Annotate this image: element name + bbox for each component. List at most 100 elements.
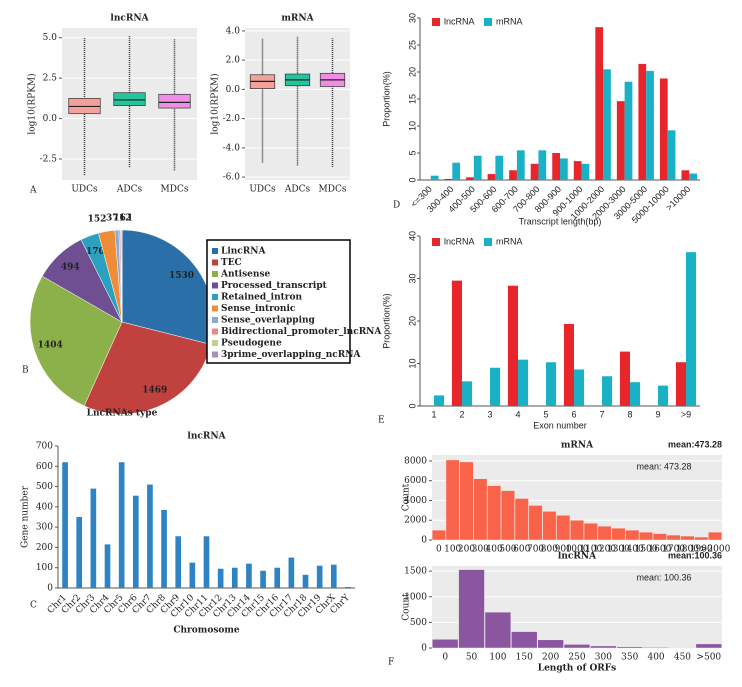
y-tick-label: 20 [407,316,417,326]
bar [686,252,697,406]
pie-slice [29,275,123,407]
bar [431,529,446,541]
bar [260,570,266,588]
y-tick-label: 15 [407,94,417,104]
bar [316,565,323,588]
y-tick-label: 100 [36,563,53,573]
x-tick-label: UDCs [249,185,276,195]
bar [487,174,496,180]
legend-label: Sense_intronic [221,304,296,314]
legend-swatch [212,328,218,335]
legend-label: 3prime_overlapping_ncRNA [221,350,361,360]
bar [511,631,538,649]
y-axis-label: Gene number [21,485,31,548]
bar [667,130,676,180]
x-tick-label: UDCs [71,185,98,195]
bar [646,70,654,180]
y-tick-label: 500 [36,482,53,492]
bar [459,461,474,541]
y-tick-label: 0 [407,403,417,408]
x-tick-label: 7 [599,409,604,419]
x-tick-label: 800 [541,545,558,555]
chart-title: lncRNA [187,432,226,442]
y-tick-label: 30 [407,13,417,23]
bar [695,643,722,649]
bar [462,381,473,406]
legend-swatch [484,18,492,26]
x-tick-label: 100 [444,545,461,555]
bar [581,163,590,180]
bar [473,155,482,180]
x-tick-label: 1600 [648,545,671,555]
x-tick-label: >2000 [700,545,731,555]
y-tick-label: 5 [407,150,417,155]
bar [563,644,591,649]
x-tick-label: 3 [487,409,492,419]
x-tick-label: 350 [621,653,638,663]
x-tick-label: 200 [542,653,559,663]
bar [466,177,474,180]
bar [616,101,625,180]
legend-label: lncRNA [444,16,475,26]
x-tick-label: 250 [568,653,585,663]
y-tick-label: 300 [36,523,53,533]
x-tick-label: 1400 [621,545,644,555]
bar [542,511,557,541]
bar [611,527,626,541]
x-tick-label: >500 [696,653,721,663]
bar [658,385,669,406]
bar [452,162,461,180]
legend-label: Antisense [220,270,271,280]
panel-letter: B [22,366,29,376]
legend-swatch [212,271,218,277]
y-tick-label: 30 [407,273,417,283]
bar [569,519,585,541]
bar [652,533,667,541]
bar [147,484,153,588]
legend-label: Processed_transcript [221,281,328,291]
box [113,92,146,106]
y-tick-label: 2.5 [43,74,58,84]
legend-label: TEC [221,258,242,268]
bar [708,531,723,541]
bar [625,529,640,541]
bar [189,562,196,588]
x-tick-label: 2 [459,409,464,419]
x-tick-label: 5 [543,409,548,419]
x-tick-label: ADCs [116,185,143,195]
bar [546,362,557,406]
data-label: 1404 [38,341,63,351]
x-tick-label: 450 [674,653,691,663]
x-tick-label: 0 [436,545,442,555]
x-tick-label: 900 [555,545,572,555]
bar [537,639,564,649]
y-tick-label: 2.0 [226,56,241,66]
bar [445,459,460,541]
legend-swatch [212,351,218,358]
legend-label: lncRNA [444,236,475,246]
x-axis-label: Chromosome [173,626,240,636]
data-label: 170 [86,247,105,257]
legend-label: mRNA [496,16,523,26]
legend-box [206,239,351,364]
x-tick-label: ADCs [284,185,311,195]
bar [490,367,501,406]
bar [90,488,97,588]
legend-label: LincRNA [221,247,266,257]
annotation: mean:473.28 [668,439,722,449]
y-tick-label: -2.0 [223,114,241,124]
data-label: 37 [106,213,119,223]
legend-swatch [212,317,218,323]
y-tick-label: 40 [407,231,417,241]
bar [573,161,582,180]
bar [434,395,445,406]
y-axis-label: Proportion(%) [381,293,391,349]
bar [451,280,462,406]
bar [556,515,571,541]
bar [288,557,295,588]
bar [132,495,139,588]
x-tick-label: MDCs [161,185,189,195]
x-axis-label: Exon number [533,420,587,430]
x-tick-label: 400 [647,653,664,663]
y-axis-label: Count [402,593,412,621]
